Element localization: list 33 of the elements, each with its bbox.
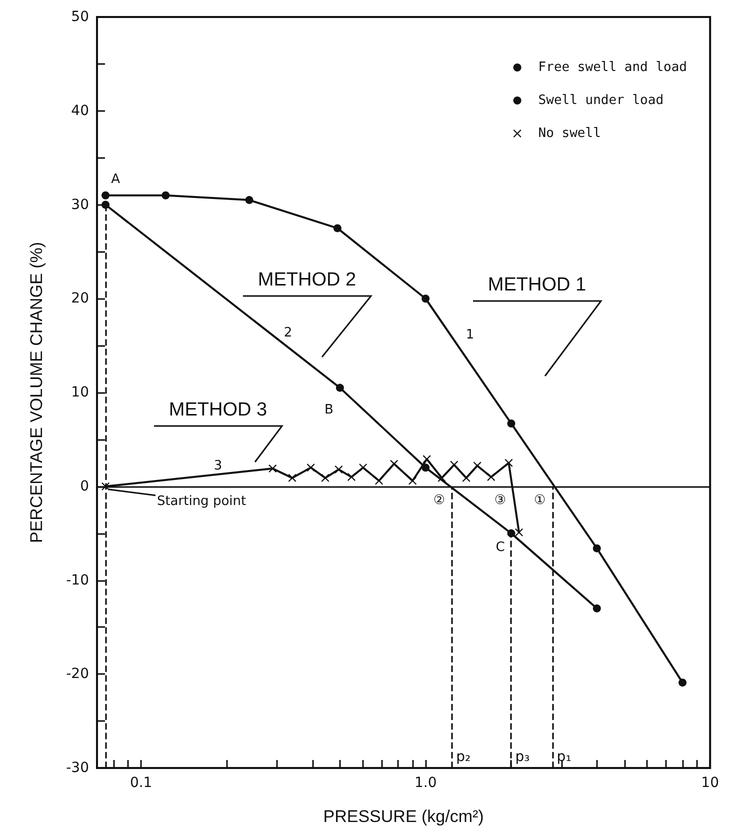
annotation: Starting point [156,494,246,509]
annotation: A [111,172,120,187]
y-tick-label: 40 [71,102,89,119]
legend-label: Free swell and load [538,60,688,75]
ref-line-label: p₂ [456,749,471,765]
x-tick-label: 0.1 [130,775,152,791]
y-tick-label: -20 [66,666,89,682]
y-tick-label: 20 [71,290,89,307]
y-axis-title: PERCENTAGE VOLUME CHANGE (%) [27,242,46,544]
y-tick-label: 30 [71,196,89,213]
y-tick-label: 50 [71,9,89,25]
annotation: METHOD 1 [488,274,586,296]
ref-line-label: p₁ [556,749,572,765]
annotation: B [324,402,334,418]
annotation: 2 [284,326,292,340]
annotation: 3 [214,458,222,474]
ref-line-label: p₃ [515,749,530,765]
annotation: ② [433,492,445,508]
annotation: METHOD 2 [258,270,356,290]
y-tick-label: -10 [66,572,89,588]
legend-label: No swell [538,126,601,141]
annotation: ① [534,492,546,508]
x-tick-label: 1.0 [414,775,437,791]
annotation: C [496,540,505,555]
x-axis-title: PRESSURE (kg/cm²) [323,807,484,826]
y-tick-label: 0 [80,478,89,494]
y-tick-label: 10 [71,384,89,400]
legend-label: Swell under load [538,93,664,108]
x-tick-label: 10 [701,775,720,791]
annotation: METHOD 3 [168,400,268,420]
annotation: 1 [466,328,474,342]
annotation: ③ [494,492,506,508]
y-tick-label: -30 [66,760,89,776]
